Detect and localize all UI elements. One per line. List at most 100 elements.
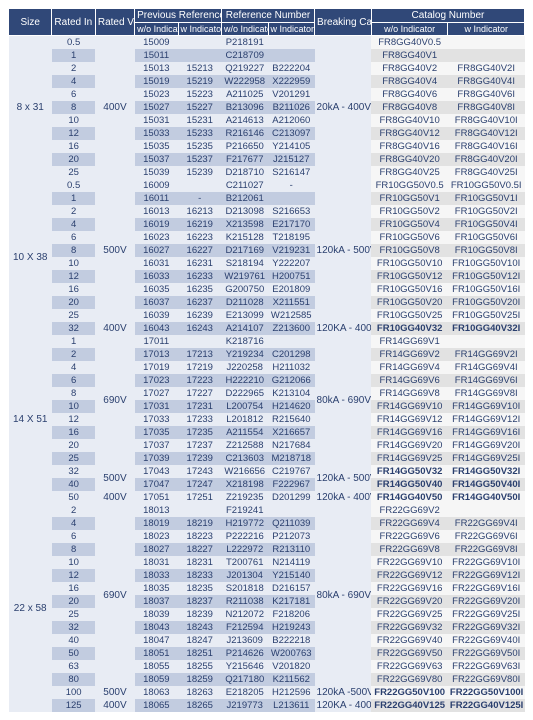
cell-ref-wi bbox=[268, 49, 315, 62]
cell-catalog-wi: FR22GG69V12I bbox=[448, 569, 525, 582]
cell-current: 12 bbox=[52, 413, 95, 426]
cell-current: 40 bbox=[52, 478, 95, 491]
cell-ref-wo: D217169 bbox=[221, 244, 268, 257]
cell-ref-wi: F222967 bbox=[268, 478, 315, 491]
cell-ref-wo: A214613 bbox=[221, 114, 268, 127]
cell-prev-wo: 18063 bbox=[135, 686, 178, 699]
cell-voltage: 500V bbox=[95, 465, 134, 491]
cell-prev-wi: 18227 bbox=[178, 543, 221, 556]
cell-ref-wi: F218206 bbox=[268, 608, 315, 621]
hdr-size: Size bbox=[9, 9, 52, 36]
cell-catalog-wi bbox=[448, 504, 525, 517]
cell-catalog-wi: FR22GG69V6I bbox=[448, 530, 525, 543]
cell-catalog-wo: FR8GG40V10 bbox=[371, 114, 448, 127]
cell-catalog-wi: FR14GG69V12I bbox=[448, 413, 525, 426]
cell-catalog-wi: FR22GG69V8I bbox=[448, 543, 525, 556]
table-header: Size Rated In Current (A) Rated Voltage … bbox=[9, 9, 525, 36]
cell-current: 63 bbox=[52, 660, 95, 673]
cell-prev-wi: - bbox=[178, 192, 221, 205]
cell-current: 0.5 bbox=[52, 36, 95, 50]
cell-voltage: 400V bbox=[95, 699, 134, 712]
cell-ref-wo: Y215646 bbox=[221, 660, 268, 673]
cell-catalog-wo: FR10GG50V0.5 bbox=[371, 179, 448, 192]
cell-catalog-wo: FR14GG50V40 bbox=[371, 478, 448, 491]
cell-catalog-wi: FR14GG69V25I bbox=[448, 452, 525, 465]
cell-ref-wi: X216657 bbox=[268, 426, 315, 439]
cell-catalog-wi: FR22GG69V10I bbox=[448, 556, 525, 569]
cell-prev-wo: 15031 bbox=[135, 114, 178, 127]
cell-prev-wi: 18255 bbox=[178, 660, 221, 673]
cell-prev-wi bbox=[178, 36, 221, 50]
cell-ref-wi: X222959 bbox=[268, 75, 315, 88]
table-row: 81602716227D217169V219231FR10GG50V8FR10G… bbox=[9, 244, 525, 257]
cell-ref-wo: J219773 bbox=[221, 699, 268, 712]
cell-catalog-wi: FR22GG69V4I bbox=[448, 517, 525, 530]
cell-catalog-wi: FR10GG50V4I bbox=[448, 218, 525, 231]
cell-prev-wo: 15027 bbox=[135, 101, 178, 114]
cell-ref-wi bbox=[268, 504, 315, 517]
cell-prev-wo: 16039 bbox=[135, 309, 178, 322]
cell-ref-wo: B213096 bbox=[221, 101, 268, 114]
cell-size: 10 X 38 bbox=[9, 179, 52, 335]
cell-ref-wi: K217181 bbox=[268, 595, 315, 608]
cell-current: 32 bbox=[52, 621, 95, 634]
cell-prev-wo: 18031 bbox=[135, 556, 178, 569]
cell-ref-wi: W212585 bbox=[268, 309, 315, 322]
cell-prev-wi: 17235 bbox=[178, 426, 221, 439]
cell-prev-wi: 18251 bbox=[178, 647, 221, 660]
cell-prev-wo: 17035 bbox=[135, 426, 178, 439]
cell-voltage: 500V bbox=[95, 179, 134, 322]
cell-prev-wo: 16033 bbox=[135, 270, 178, 283]
cell-catalog-wi: FR22GG69V25I bbox=[448, 608, 525, 621]
cell-ref-wi: X211551 bbox=[268, 296, 315, 309]
cell-prev-wi: 15237 bbox=[178, 153, 221, 166]
cell-ref-wi: R215640 bbox=[268, 413, 315, 426]
cell-catalog-wo: FR14GG69V8 bbox=[371, 387, 448, 400]
cell-current: 4 bbox=[52, 361, 95, 374]
cell-ref-wo: P216650 bbox=[221, 140, 268, 153]
cell-ref-wi: H214620 bbox=[268, 400, 315, 413]
table-row: 81702717227D222965K213104FR14GG69V8FR14G… bbox=[9, 387, 525, 400]
cell-catalog-wi: FR14GG69V8I bbox=[448, 387, 525, 400]
cell-prev-wi: 17219 bbox=[178, 361, 221, 374]
cell-catalog-wi bbox=[448, 49, 525, 62]
table-row: 115011C218709FR8GG40V1 bbox=[9, 49, 525, 62]
table-row: 61802318223P222216P212073FR22GG69V6FR22G… bbox=[9, 530, 525, 543]
cell-ref-wi: E201809 bbox=[268, 283, 315, 296]
cell-current: 12 bbox=[52, 569, 95, 582]
cell-ref-wi: - bbox=[268, 179, 315, 192]
cell-current: 6 bbox=[52, 530, 95, 543]
cell-catalog-wo: FR10GG50V12 bbox=[371, 270, 448, 283]
cell-ref-wo: X218198 bbox=[221, 478, 268, 491]
cell-breaking: 20kA - 400V bbox=[315, 36, 372, 180]
cell-current: 8 bbox=[52, 244, 95, 257]
cell-catalog-wi: FR10GG50V1I bbox=[448, 192, 525, 205]
table-row: 32500V1704317243W216656C219767120kA - 50… bbox=[9, 465, 525, 478]
cell-prev-wi: 17223 bbox=[178, 374, 221, 387]
cell-prev-wo: 16037 bbox=[135, 296, 178, 309]
cell-catalog-wo: FR22GG50V100 bbox=[371, 686, 448, 699]
cell-catalog-wo: FR10GG50V16 bbox=[371, 283, 448, 296]
cell-prev-wi: 18231 bbox=[178, 556, 221, 569]
cell-ref-wo: D218710 bbox=[221, 166, 268, 179]
cell-catalog-wo: FR22GG69V63 bbox=[371, 660, 448, 673]
cell-ref-wi: H212596 bbox=[268, 686, 315, 699]
cell-ref-wo: Z219235 bbox=[221, 491, 268, 504]
cell-prev-wo: 15037 bbox=[135, 153, 178, 166]
cell-ref-wi: B222204 bbox=[268, 62, 315, 75]
cell-ref-wi: V219231 bbox=[268, 244, 315, 257]
cell-catalog-wo: FR8GG40V4 bbox=[371, 75, 448, 88]
cell-breaking: 120KA - 400V bbox=[315, 699, 372, 712]
cell-prev-wo: 17011 bbox=[135, 335, 178, 348]
cell-prev-wi: 17239 bbox=[178, 452, 221, 465]
cell-catalog-wo: FR22GG69V80 bbox=[371, 673, 448, 686]
cell-ref-wo: X213598 bbox=[221, 218, 268, 231]
cell-prev-wo: 17019 bbox=[135, 361, 178, 374]
cell-catalog-wi bbox=[448, 335, 525, 348]
cell-catalog-wi: FR10GG50V6I bbox=[448, 231, 525, 244]
cell-prev-wi: 18259 bbox=[178, 673, 221, 686]
cell-catalog-wo: FR22GG40V125 bbox=[371, 699, 448, 712]
cell-catalog-wi: FR22GG69V20I bbox=[448, 595, 525, 608]
table-row: 41601916219X213598E217170FR10GG50V4FR10G… bbox=[9, 218, 525, 231]
cell-ref-wi: H211032 bbox=[268, 361, 315, 374]
